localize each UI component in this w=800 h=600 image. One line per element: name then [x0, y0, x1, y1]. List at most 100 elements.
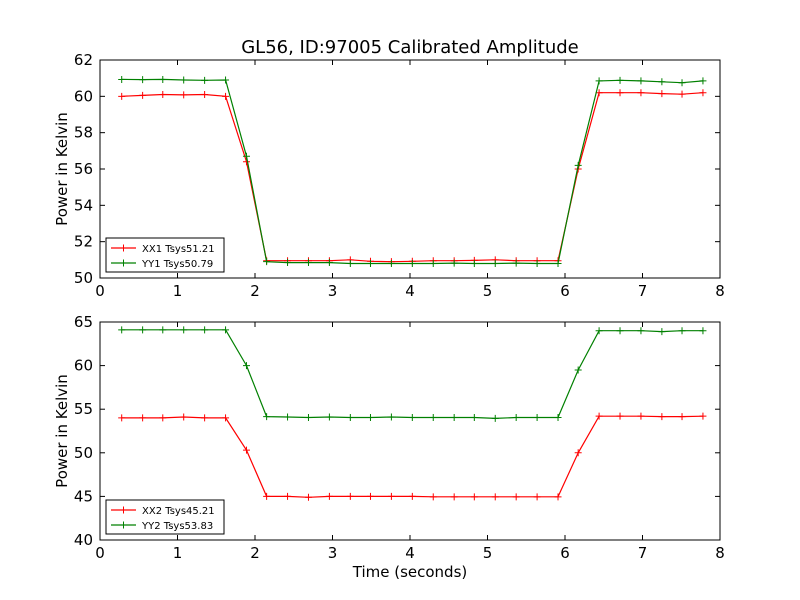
data-point: [387, 413, 395, 421]
data-point: [616, 89, 624, 97]
x-tick-label: 6: [560, 282, 570, 300]
data-point: [346, 259, 354, 267]
data-point: [408, 259, 416, 267]
data-point: [470, 413, 478, 421]
y-tick-label: 60: [74, 357, 93, 375]
data-point: [699, 77, 707, 85]
data-point: [180, 413, 188, 421]
data-point: [201, 91, 209, 99]
data-point: [242, 446, 250, 454]
x-tick-label: 0: [95, 282, 105, 300]
data-point: [699, 89, 707, 97]
data-point: [201, 76, 209, 84]
data-point: [429, 259, 437, 267]
data-point: [491, 493, 499, 501]
data-point: [595, 77, 603, 85]
x-axis-label: Time (seconds): [352, 563, 468, 581]
x-tick-label: 0: [95, 544, 105, 562]
data-point: [118, 75, 126, 83]
data-point: [574, 449, 582, 457]
legend-marker: [120, 521, 127, 529]
data-point: [678, 90, 686, 98]
legend-box: [105, 237, 225, 273]
x-tick-label: 7: [638, 282, 648, 300]
data-point: [574, 161, 582, 169]
data-point: [284, 492, 292, 500]
data-point: [678, 413, 686, 421]
data-point: [118, 92, 126, 100]
data-point: [346, 492, 354, 500]
x-tick-label: 3: [328, 544, 338, 562]
data-point: [159, 75, 167, 83]
y-axis-label: Power in Kelvin: [53, 374, 71, 488]
data-point: [222, 76, 230, 84]
data-point: [450, 413, 458, 421]
legend-entry: XX2 Tsys45.21: [142, 506, 215, 517]
data-point: [387, 492, 395, 500]
data-point: [159, 414, 167, 422]
y-tick-label: 50: [74, 444, 93, 462]
legend-entry: YY2 Tsys53.83: [141, 521, 213, 532]
y-tick-label: 45: [74, 487, 93, 505]
data-point: [180, 91, 188, 99]
y-tick-label: 60: [74, 87, 93, 105]
data-point: [450, 493, 458, 501]
data-point: [222, 92, 230, 100]
data-point: [637, 412, 645, 420]
data-point: [491, 259, 499, 267]
data-point: [616, 76, 624, 84]
data-point: [699, 412, 707, 420]
x-tick-label: 4: [405, 544, 415, 562]
legend-marker: [120, 259, 127, 267]
legend-marker: [120, 506, 127, 514]
y-tick-label: 56: [74, 160, 93, 178]
x-tick-label: 3: [328, 282, 338, 300]
data-point: [118, 414, 126, 422]
data-point: [678, 79, 686, 87]
data-point: [658, 90, 666, 98]
legend: XX2 Tsys45.21 YY2 Tsys53.83: [105, 499, 225, 535]
data-point: [366, 259, 374, 267]
data-point: [118, 326, 126, 334]
data-point: [263, 492, 271, 500]
y-tick-label: 65: [74, 313, 93, 331]
data-point: [429, 413, 437, 421]
y-tick-label: 50: [74, 269, 93, 287]
data-point: [595, 412, 603, 420]
x-tick-label: 4: [405, 282, 415, 300]
data-point: [387, 259, 395, 267]
y-tick-label: 62: [74, 51, 93, 69]
data-point: [637, 89, 645, 97]
data-point: [678, 327, 686, 335]
data-point: [222, 414, 230, 422]
data-point: [304, 493, 312, 501]
data-point: [554, 413, 562, 421]
data-point: [242, 362, 250, 370]
data-point: [408, 413, 416, 421]
x-tick-label: 5: [483, 544, 493, 562]
data-point: [637, 77, 645, 85]
data-point: [139, 91, 147, 99]
series-2: [118, 75, 707, 267]
data-point: [325, 492, 333, 500]
y-tick-label: 40: [74, 531, 93, 549]
data-point: [304, 259, 312, 267]
data-point: [180, 326, 188, 334]
y-axis-label: Power in Kelvin: [53, 112, 71, 226]
data-point: [512, 493, 520, 501]
legend-entry: YY1 Tsys50.79: [141, 259, 213, 270]
data-point: [304, 413, 312, 421]
data-point: [533, 259, 541, 267]
data-point: [263, 413, 271, 421]
y-tick-label: 54: [74, 196, 93, 214]
series-1: [118, 412, 707, 501]
x-tick-label: 8: [715, 544, 725, 562]
data-point: [637, 327, 645, 335]
data-point: [450, 259, 458, 267]
data-point: [346, 413, 354, 421]
x-tick-label: 8: [715, 282, 725, 300]
data-point: [512, 413, 520, 421]
x-tick-label: 5: [483, 282, 493, 300]
